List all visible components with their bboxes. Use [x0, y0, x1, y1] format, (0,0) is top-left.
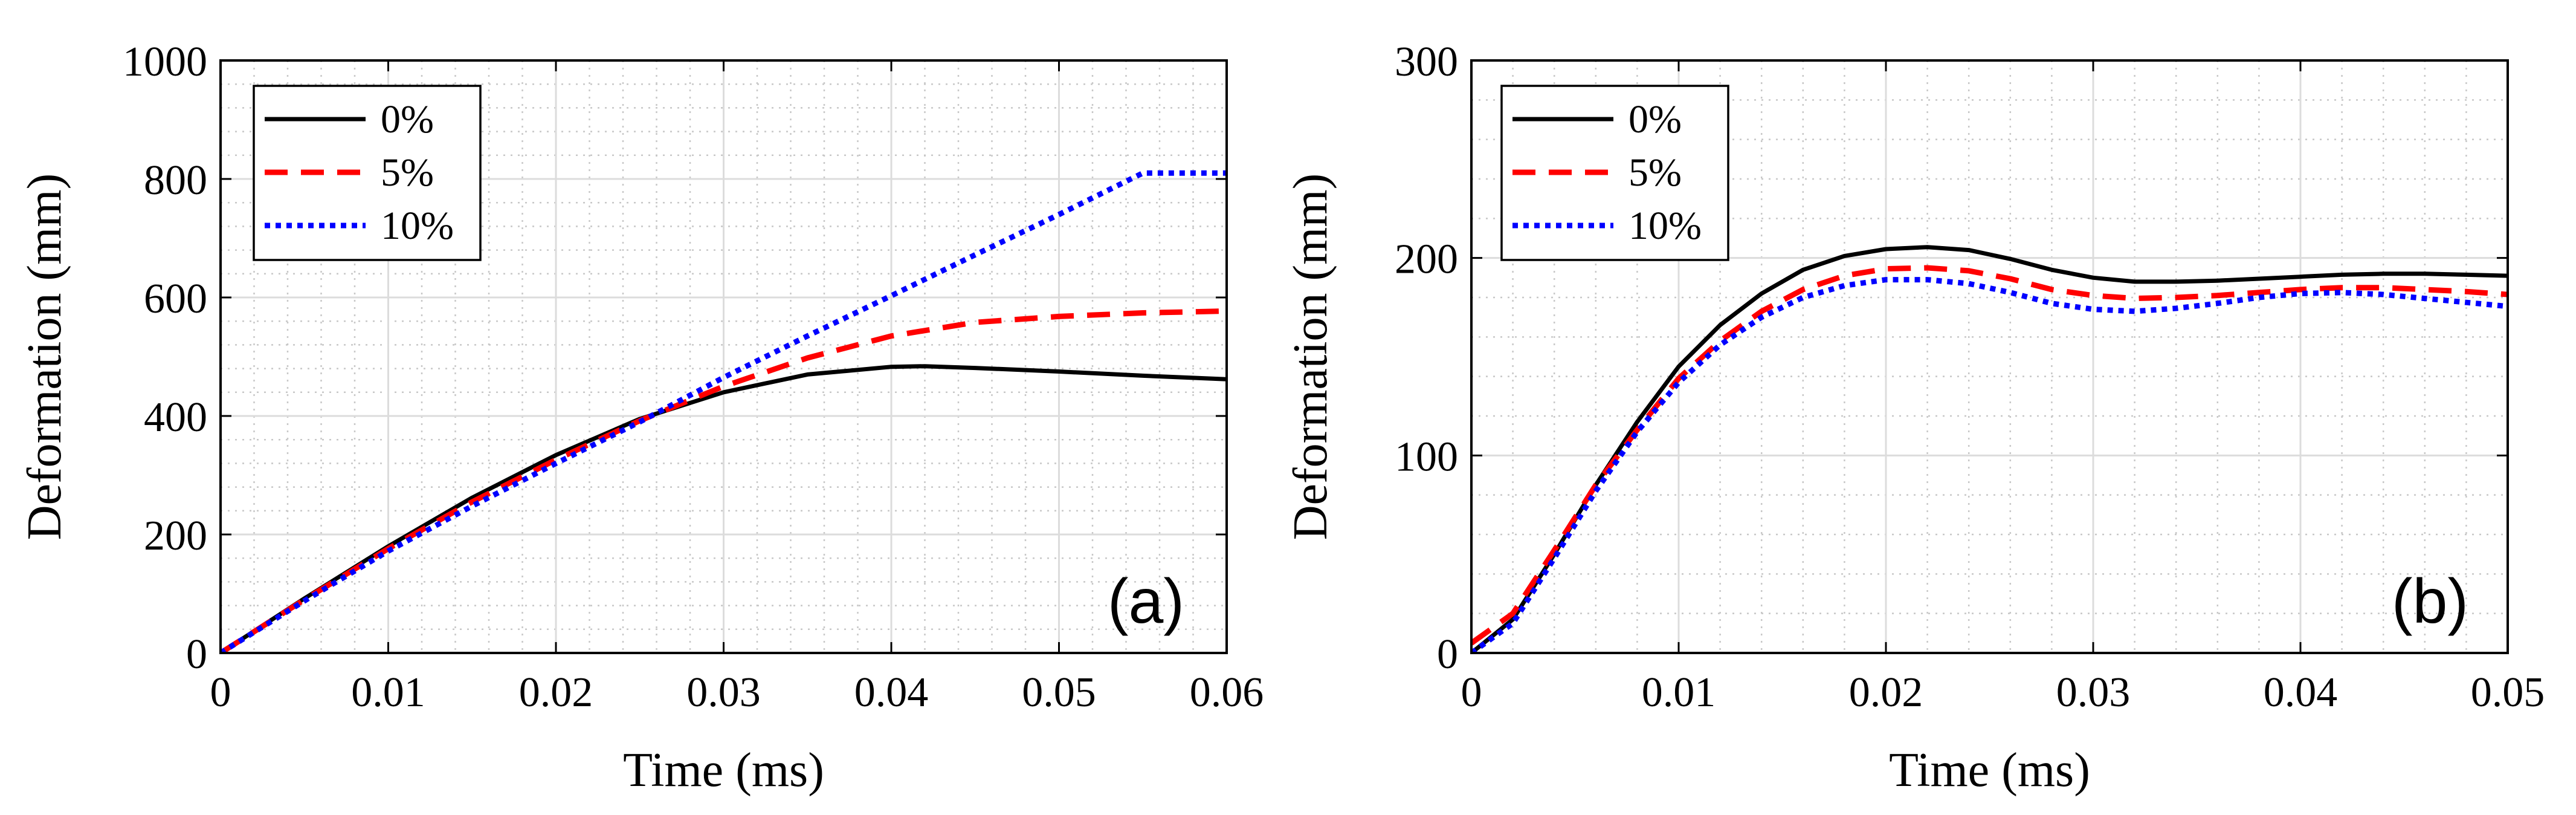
x-tick-label: 0.06 [1190, 669, 1264, 716]
x-tick-label: 0.02 [1849, 669, 1923, 716]
series-line-5pct [1471, 265, 2508, 646]
panel-label: (a) [1108, 567, 1184, 637]
axes-box [219, 59, 1228, 654]
y-tick-label: 200 [144, 513, 207, 559]
x-tick-label: 0.04 [854, 669, 929, 716]
y-axis-label: Deformation (mm) [1284, 174, 1337, 540]
x-tick-label: 0.03 [2056, 669, 2131, 716]
legend-entry: 5% [381, 151, 434, 195]
ticks: 0 0.01 0.02 0.03 0.04 0.05 0 100 200 300 [1395, 39, 2545, 716]
legend: 0% 5% 10% [1500, 85, 1729, 261]
chart-panel-a: 0 0.01 0.02 0.03 0.04 0.05 0.06 0 200 400 600 800 10… [18, 39, 1264, 797]
y-tick-label: 0 [186, 631, 207, 678]
x-tick-label: 0.02 [519, 669, 593, 716]
y-tick-label: 1000 [123, 39, 207, 85]
y-tick-label: 300 [1395, 39, 1458, 85]
series-lines [221, 170, 1227, 653]
x-tick-label: 0.03 [686, 669, 761, 716]
series-lines [1471, 245, 2508, 653]
y-tick-label: 0 [1437, 631, 1458, 678]
x-tick-label: 0.05 [2471, 669, 2545, 716]
series-line-0pct [221, 364, 1227, 653]
x-axis-label: Time (ms) [623, 744, 824, 797]
y-tick-label: 400 [144, 394, 207, 441]
y-tick-label: 200 [1395, 236, 1458, 283]
x-tick-label: 0.04 [2264, 669, 2338, 716]
x-tick-label: 0 [210, 669, 231, 716]
legend-entry: 10% [1629, 204, 1702, 248]
chart-panel-b: 0 0.01 0.02 0.03 0.04 0.05 0 100 200 300 Time (ms)… [1284, 39, 2545, 797]
legend-entry: 0% [381, 97, 434, 141]
axes-box [1470, 59, 2509, 654]
x-axis-label: Time (ms) [1889, 744, 2090, 797]
y-tick-label: 800 [144, 157, 207, 204]
x-tick-label: 0 [1461, 669, 1482, 716]
x-tick-label: 0.05 [1022, 669, 1096, 716]
ticks: 0 0.01 0.02 0.03 0.04 0.05 0.06 0 200 400 600 800 10… [123, 39, 1264, 716]
x-tick-label: 0.01 [351, 669, 425, 716]
series-line-10pct [1471, 277, 2508, 653]
panel-label: (b) [2392, 567, 2468, 637]
legend-entry: 0% [1629, 97, 1682, 141]
y-tick-label: 600 [144, 276, 207, 322]
legend-entry: 10% [381, 204, 454, 248]
x-tick-label: 0.01 [1642, 669, 1716, 716]
legend: 0% 5% 10% [253, 85, 482, 261]
y-axis-label: Deformation (mm) [18, 174, 71, 540]
y-tick-label: 100 [1395, 433, 1458, 480]
legend-box [1500, 85, 1729, 261]
series-line-10pct [221, 170, 1227, 653]
legend-entry: 5% [1629, 151, 1682, 195]
series-line-0pct [1471, 245, 2508, 653]
legend-box [253, 85, 482, 261]
